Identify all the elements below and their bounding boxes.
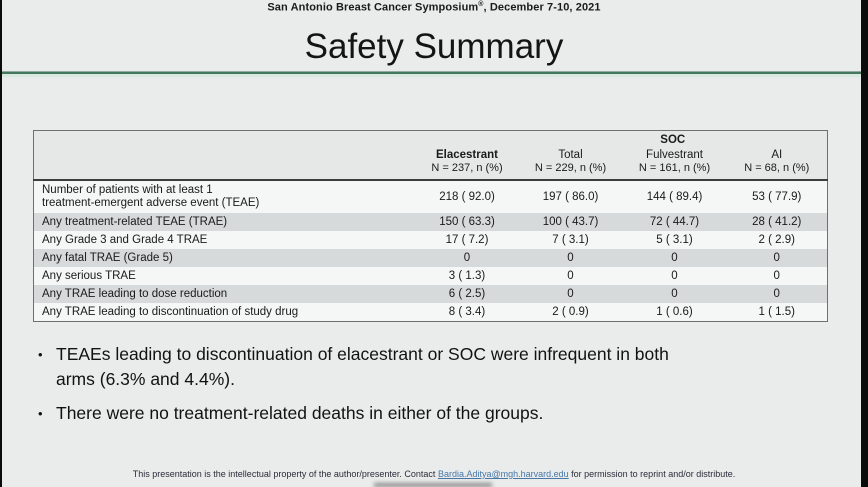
cell-value: 2 ( 0.9) [552, 305, 589, 318]
cell-value: 6 ( 2.5) [448, 287, 486, 300]
cell-value: 5 ( 3.1) [656, 233, 693, 246]
column-sublabel: N = 237, n (%) [431, 162, 503, 174]
column-sublabel: N = 68, n (%) [744, 162, 810, 174]
column-label: Elacestrant [435, 149, 498, 161]
row-label: Any Grade 3 and Grade 4 TRAE [42, 233, 208, 246]
table-row: Any TRAE leading to discontinuation of s… [33, 303, 828, 322]
cell-value: 72 ( 44.7) [649, 215, 700, 228]
row-label: Any treatment-related TEAE (TRAE) [42, 215, 228, 228]
table-row: Any TRAE leading to dose reduction 6 ( 2… [33, 285, 828, 303]
footer-note: This presentation is the intellectual pr… [0, 469, 868, 479]
cell-value: 1 ( 1.5) [758, 305, 795, 318]
table-header: Elacestrant N = 237, n (%) SOC Total N =… [33, 130, 828, 180]
group-header-soc: SOC [518, 130, 828, 149]
table-row: Any serious TRAE 3 ( 1.3) 0 0 0 [33, 267, 828, 285]
column-sublabel: N = 229, n (%) [534, 162, 607, 174]
video-overlay-artifact [374, 483, 492, 487]
table-row: Number of patients with at least 1 treat… [33, 180, 828, 213]
column-header-total: Total N = 229, n (%) [518, 149, 623, 180]
cell-value: 3 ( 1.3) [448, 269, 486, 282]
column-header-fulvestrant: Fulvestrant N = 161, n (%) [622, 149, 727, 180]
cell-value: 0 [671, 251, 678, 264]
table-row: Any treatment-related TEAE (TRAE) 150 ( … [33, 213, 828, 231]
cell-value: 8 ( 3.4) [448, 305, 486, 318]
letterbox-right [861, 0, 868, 487]
cell-value: 0 [773, 269, 780, 282]
cell-value: 0 [773, 251, 780, 264]
row-label-header-cell [33, 130, 416, 180]
cell-value: 100 ( 43.7) [542, 215, 599, 228]
accent-divider [0, 71, 868, 77]
column-label: Fulvestrant [646, 149, 703, 161]
column-header-elacestrant: Elacestrant N = 237, n (%) [415, 130, 519, 180]
table-body: Number of patients with at least 1 treat… [33, 180, 828, 322]
column-label: Total [558, 149, 583, 161]
cell-value: 0 [463, 251, 471, 264]
row-label: Any TRAE leading to dose reduction [42, 287, 228, 300]
bullet-marker: • [38, 406, 43, 421]
cell-value: 218 ( 92.0) [439, 190, 495, 203]
slide-title: Safety Summary [304, 27, 564, 66]
cell-value: 0 [671, 287, 678, 300]
row-label: Any fatal TRAE (Grade 5) [42, 251, 173, 264]
contact-email-link[interactable]: Bardia.Aditya@mgh.harvard.edu [437, 469, 569, 479]
cell-value: 53 ( 77.9) [752, 190, 802, 203]
bullet-item: • There were no treatment-related deaths… [38, 401, 758, 426]
table-row: Any fatal TRAE (Grade 5) 0 0 0 0 [33, 249, 828, 267]
bullet-marker: • [38, 347, 43, 362]
cell-value: 0 [671, 269, 678, 282]
conference-header: San Antonio Breast Cancer Symposium®, De… [0, 1, 868, 14]
cell-value: 197 ( 86.0) [542, 190, 599, 203]
column-sublabel: N = 161, n (%) [638, 162, 711, 174]
bullet-text: TEAEs leading to discontinuation of elac… [56, 344, 669, 389]
registered-mark: ® [478, 1, 484, 8]
cell-value: 17 ( 7.2) [445, 233, 489, 246]
safety-summary-table: Elacestrant N = 237, n (%) SOC Total N =… [33, 130, 829, 322]
conference-name: San Antonio Breast Cancer Symposium [267, 1, 479, 14]
cell-value: 150 ( 63.3) [439, 215, 495, 228]
bullet-text: There were no treatment-related deaths i… [56, 403, 544, 423]
row-label: Any serious TRAE [42, 269, 136, 282]
cell-value: 144 ( 89.4) [646, 190, 703, 203]
conference-date: , December 7-10, 2021 [483, 1, 601, 14]
letterbox-left [0, 0, 2, 487]
footer-text-pre: This presentation is the intellectual pr… [132, 469, 438, 479]
cell-value: 0 [567, 269, 574, 282]
cell-value: 0 [567, 251, 574, 264]
column-label: AI [771, 149, 783, 161]
column-header-ai: AI N = 68, n (%) [726, 149, 828, 180]
cell-value: 2 ( 2.9) [758, 233, 795, 246]
footer-text-post: for permission to reprint and/or distrib… [568, 469, 736, 479]
row-label: Any TRAE leading to discontinuation of s… [42, 305, 299, 318]
bullet-list: • TEAEs leading to discontinuation of el… [38, 342, 758, 435]
bullet-item: • TEAEs leading to discontinuation of el… [38, 342, 758, 392]
table-row: Any Grade 3 and Grade 4 TRAE 17 ( 7.2) 7… [33, 231, 828, 249]
cell-value: 7 ( 3.1) [552, 233, 589, 246]
cell-value: 0 [773, 287, 780, 300]
cell-value: 0 [567, 287, 574, 300]
row-label: Number of patients with at least 1 treat… [42, 184, 260, 209]
cell-value: 28 ( 41.2) [752, 215, 802, 228]
cell-value: 1 ( 0.6) [656, 305, 693, 318]
